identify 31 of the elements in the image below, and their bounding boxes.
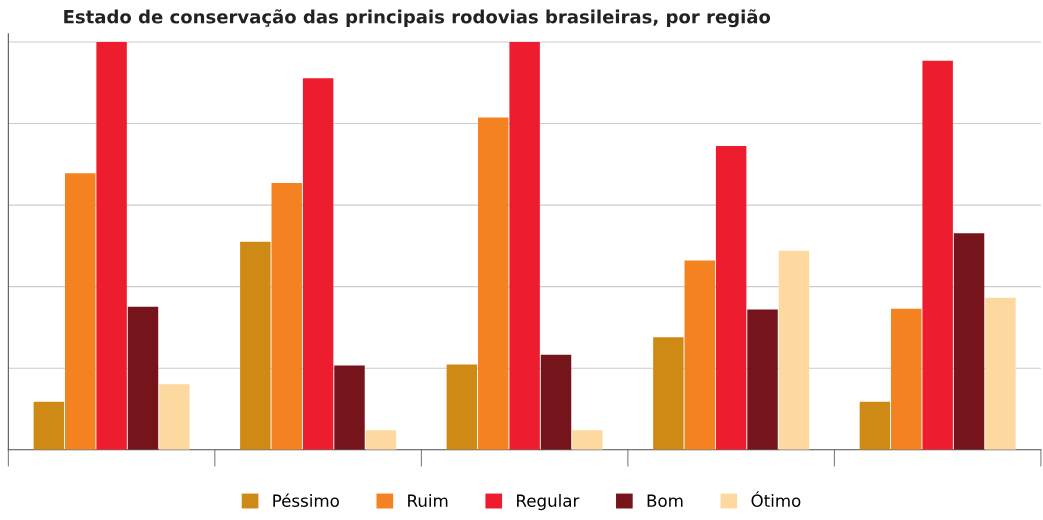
bar: [127, 306, 159, 450]
chart-title: Estado de conservação das principais rodovias brasileiras, por região: [64, 9, 771, 28]
bar: [446, 364, 478, 450]
bar: [478, 117, 509, 450]
bar: [334, 365, 365, 450]
bar: [715, 145, 747, 450]
bar: [747, 309, 778, 450]
legend-label: Bom: [647, 494, 683, 507]
bar: [953, 233, 985, 450]
bar: [572, 430, 603, 450]
bar: [64, 173, 96, 450]
bar: [540, 354, 572, 450]
bar: [33, 401, 65, 450]
bar: [365, 430, 397, 450]
bar: [985, 297, 1016, 450]
legend-label: Péssimo: [273, 493, 339, 507]
bar: [778, 250, 810, 450]
bar: [302, 78, 334, 450]
bar: [859, 401, 891, 450]
bar: [922, 60, 953, 450]
legend-label: Ótimo: [751, 491, 801, 507]
bar: [509, 41, 540, 450]
legend-label: Regular: [517, 494, 580, 511]
bar: [271, 183, 302, 450]
legend-label: Ruim: [408, 494, 448, 507]
bar: [240, 241, 271, 450]
bar: [159, 384, 190, 450]
bar: [684, 260, 715, 450]
bar: [653, 337, 684, 450]
bar: [891, 308, 922, 450]
bar: [96, 41, 127, 450]
